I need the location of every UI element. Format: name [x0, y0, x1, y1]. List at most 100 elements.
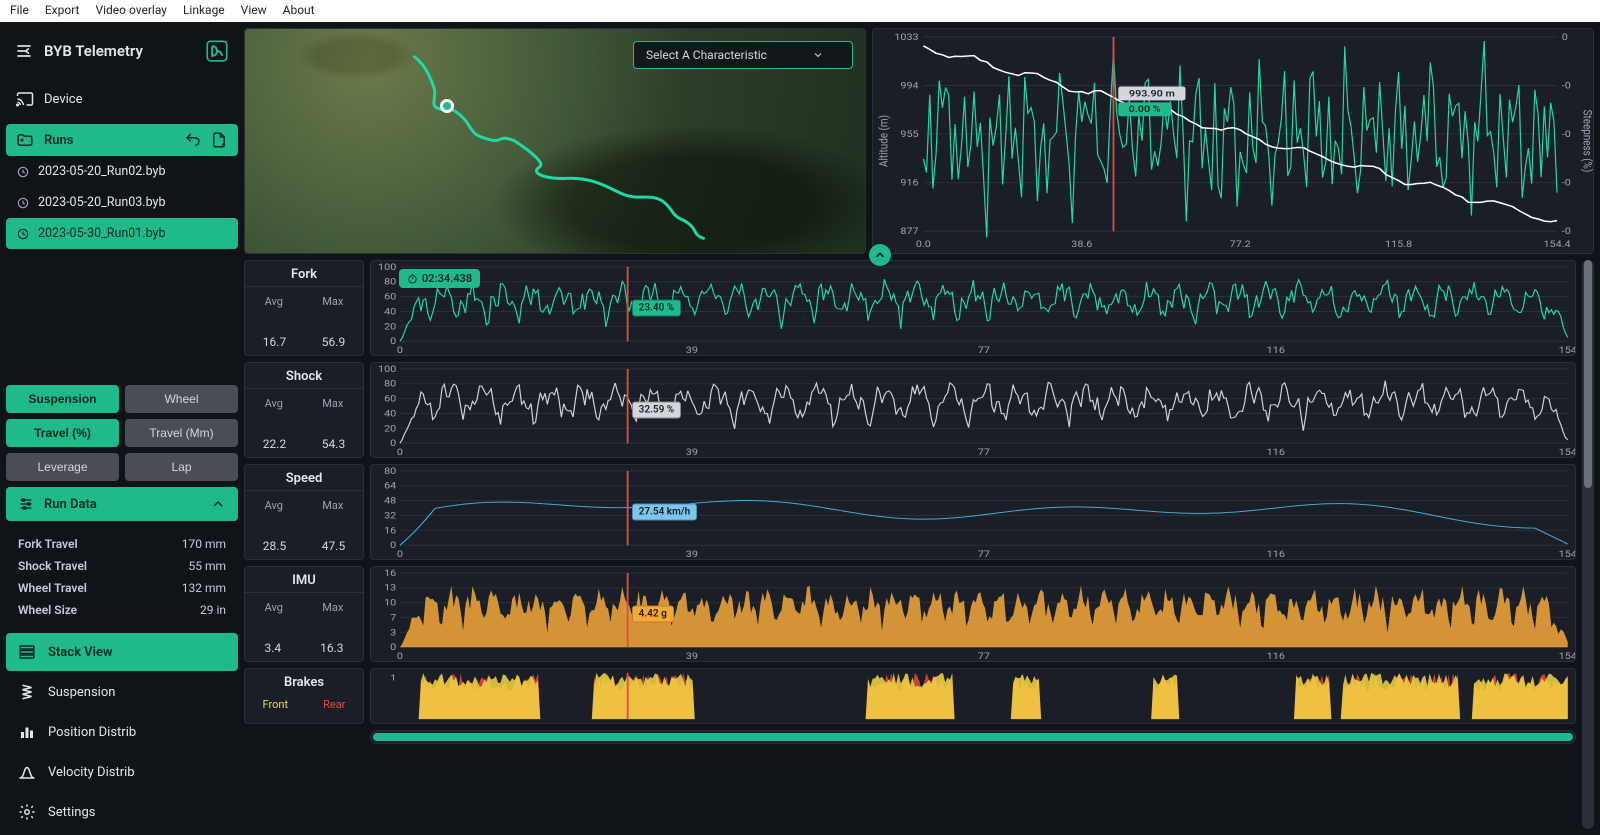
- horizontal-scrollbar-thumb[interactable]: [373, 733, 1573, 741]
- menu-export[interactable]: Export: [45, 3, 80, 19]
- max-label: Max: [322, 397, 343, 410]
- run-icon: [16, 165, 30, 179]
- svg-text:116: 116: [1267, 652, 1286, 661]
- top-row: Select A Characteristic 10330994-0955-09…: [244, 28, 1594, 254]
- run-icon: [16, 227, 30, 241]
- svg-text:40: 40: [384, 307, 396, 317]
- view-item-stack-view[interactable]: Stack View: [6, 633, 238, 671]
- toggles-row3: Leverage Lap: [6, 453, 238, 481]
- device-label: Device: [44, 92, 83, 107]
- avg-label: Avg: [265, 397, 283, 410]
- info-title: Brakes: [245, 669, 363, 694]
- time-badge: 02:34.438: [399, 269, 480, 288]
- toggle-lap[interactable]: Lap: [125, 453, 238, 481]
- chart-plot-speed[interactable]: 806448321600397711615427.54 km/h: [370, 464, 1576, 560]
- chevron-down-icon: [812, 49, 824, 61]
- max-value: 54.3: [322, 437, 345, 451]
- svg-text:10: 10: [384, 598, 396, 608]
- view-item-position-distrib[interactable]: Position Distrib: [6, 713, 238, 751]
- kv-value: 29 in: [200, 603, 226, 617]
- chart-plot-shock[interactable]: 1008060402000397711615432.59 %: [370, 362, 1576, 458]
- map-panel[interactable]: Select A Characteristic: [244, 28, 866, 254]
- altitude-chart: 10330994-0955-0916-0877-00.038.677.2115.…: [873, 29, 1593, 253]
- folder-icon: [16, 131, 34, 149]
- svg-text:13: 13: [384, 584, 396, 594]
- menu-icon[interactable]: [14, 41, 34, 61]
- view-label: Settings: [48, 805, 95, 820]
- toggle-travel-pct[interactable]: Travel (%): [6, 419, 119, 447]
- device-row[interactable]: Device: [6, 80, 238, 118]
- svg-text:154: 154: [1559, 652, 1575, 661]
- chart-plot-imu[interactable]: 161310730039771161544.42 g: [370, 566, 1576, 662]
- add-file-icon[interactable]: [210, 131, 228, 149]
- svg-text:0: 0: [1562, 33, 1568, 43]
- kv-label: Shock Travel: [18, 559, 87, 573]
- svg-text:116: 116: [1267, 448, 1286, 457]
- menu-file[interactable]: File: [10, 3, 29, 19]
- svg-text:877: 877: [900, 227, 919, 237]
- max-value: 47.5: [322, 539, 345, 553]
- view-item-suspension[interactable]: Suspension: [6, 673, 238, 711]
- altitude-panel[interactable]: 10330994-0955-0916-0877-00.038.677.2115.…: [872, 28, 1594, 254]
- view-label: Suspension: [48, 685, 115, 700]
- avg-label: Avg: [265, 499, 283, 512]
- views-list: Stack View Suspension Position Distrib Velo…: [6, 633, 238, 831]
- chart-plot-fork[interactable]: 1008060402000397711615402:34.43823.40 %: [370, 260, 1576, 356]
- view-item-velocity-distrib[interactable]: Velocity Distrib: [6, 753, 238, 791]
- svg-text:16: 16: [384, 569, 397, 579]
- toggle-suspension[interactable]: Suspension: [6, 385, 119, 413]
- toggle-travel-mm[interactable]: Travel (Mm): [125, 419, 238, 447]
- svg-text:154.4: 154.4: [1543, 240, 1571, 250]
- horizontal-scrollbar[interactable]: [370, 730, 1576, 744]
- view-item-settings[interactable]: Settings: [6, 793, 238, 831]
- svg-text:-0: -0: [1562, 227, 1571, 237]
- main: Select A Characteristic 10330994-0955-09…: [244, 28, 1594, 829]
- chevron-up-icon: [210, 496, 226, 512]
- max-label: Max: [322, 499, 343, 512]
- map-characteristic-select[interactable]: Select A Characteristic: [633, 41, 853, 69]
- svg-text:916: 916: [900, 178, 919, 188]
- bars-icon: [18, 723, 36, 741]
- run-item[interactable]: 2023-05-30_Run01.byb: [6, 218, 238, 249]
- run-item[interactable]: 2023-05-20_Run02.byb: [6, 156, 238, 187]
- svg-text:Steepness (%): Steepness (%): [1580, 110, 1593, 173]
- menu-linkage[interactable]: Linkage: [183, 3, 225, 19]
- svg-text:154: 154: [1559, 550, 1575, 559]
- run-data-row: Wheel Travel132 mm: [18, 577, 226, 599]
- svg-text:0: 0: [390, 337, 396, 347]
- run-item[interactable]: 2023-05-20_Run03.byb: [6, 187, 238, 218]
- cursor-value-badge: 32.59 %: [632, 402, 682, 419]
- cursor-value-badge: 27.54 km/h: [632, 504, 698, 521]
- avg-value: 3.4: [264, 641, 281, 655]
- info-title: IMU: [245, 567, 363, 593]
- menu-video-overlay[interactable]: Video overlay: [95, 3, 166, 19]
- menu-about[interactable]: About: [283, 3, 315, 19]
- gear-icon: [18, 803, 36, 821]
- view-label: Position Distrib: [48, 725, 136, 740]
- menu-view[interactable]: View: [241, 3, 267, 19]
- vertical-scrollbar-thumb[interactable]: [1584, 260, 1592, 488]
- charts-area: Fork AvgMax 16.756.910080604020003977116…: [244, 260, 1594, 829]
- run-data-header[interactable]: Run Data: [6, 487, 238, 521]
- legend-front: Front: [263, 698, 289, 711]
- runs-header[interactable]: Runs: [6, 124, 238, 156]
- svg-text:100: 100: [378, 365, 396, 375]
- info-card-shock: Shock AvgMax 22.254.3: [244, 362, 364, 458]
- chart-plot-brakes[interactable]: 1: [370, 668, 1576, 724]
- collapse-top-button[interactable]: [869, 244, 891, 266]
- svg-text:77: 77: [978, 652, 991, 661]
- run-data-label: Run Data: [44, 497, 97, 512]
- kv-value: 132 mm: [182, 581, 226, 595]
- toggle-wheel[interactable]: Wheel: [125, 385, 238, 413]
- vertical-scrollbar[interactable]: [1582, 260, 1594, 829]
- chart-row-shock: Shock AvgMax 22.254.31008060402000397711…: [244, 362, 1576, 458]
- info-title: Speed: [245, 465, 363, 491]
- kv-label: Fork Travel: [18, 537, 78, 551]
- undo-icon[interactable]: [184, 131, 202, 149]
- svg-text:100: 100: [378, 263, 396, 273]
- svg-text:1033: 1033: [894, 33, 918, 43]
- max-label: Max: [322, 295, 343, 308]
- toggle-leverage[interactable]: Leverage: [6, 453, 119, 481]
- chart-row-brakes: Brakes FrontRear1: [244, 668, 1576, 724]
- run-name: 2023-05-20_Run03.byb: [38, 195, 165, 210]
